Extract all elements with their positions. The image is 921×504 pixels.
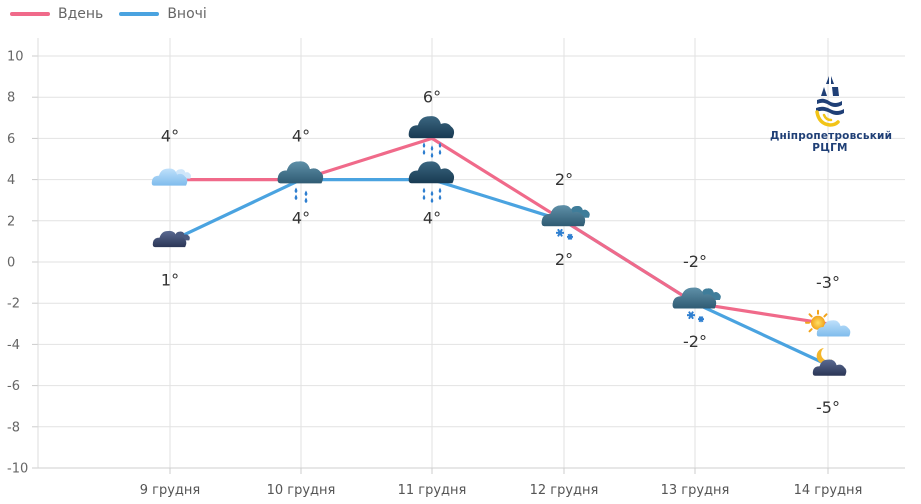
x-tick-label: 10 грудня	[267, 483, 336, 498]
day-point-label: -3°	[816, 273, 840, 292]
y-tick-label: -4	[7, 338, 20, 353]
water-drop-logo-icon	[815, 76, 844, 127]
cloud-rain-icon	[277, 161, 324, 203]
dark-cloud-rain-icon	[408, 161, 455, 203]
x-tick-label: 13 грудня	[661, 483, 730, 498]
x-tick-label: 12 грудня	[530, 483, 599, 498]
day-point-label: 4°	[292, 127, 310, 146]
x-tick-label: 9 грудня	[140, 483, 201, 498]
logo-text-line1: Дніпропетровський	[770, 130, 893, 142]
night-point-label: 1°	[161, 270, 179, 289]
y-tick-label: -6	[7, 379, 20, 394]
cloud-snow-icon	[672, 287, 721, 323]
night-point-label: 4°	[292, 209, 310, 228]
y-tick-label: 6	[7, 132, 15, 147]
night-point-label: 2°	[555, 250, 573, 269]
dark-cloud-icon	[152, 230, 190, 248]
legend-label-night: Вночі	[167, 6, 207, 22]
night-point-label: 4°	[423, 209, 441, 228]
night-point-label: -2°	[683, 332, 707, 351]
day-point-label: -2°	[683, 252, 707, 271]
light-cloud-icon	[151, 168, 192, 186]
dnipro-rcgm-logo: Дніпропетровський РЦГМ	[770, 70, 893, 154]
y-tick-label: 2	[7, 214, 15, 229]
day-point-label: 6°	[423, 87, 441, 106]
day-point-label: 2°	[555, 170, 573, 189]
legend-item-day[interactable]: Вдень	[10, 6, 103, 22]
logo-text-line2: РЦГМ	[812, 142, 848, 154]
y-tick-label: 10	[7, 50, 24, 65]
y-tick-label: -10	[7, 462, 28, 477]
legend-item-night[interactable]: Вночі	[119, 6, 207, 22]
y-tick-label: -8	[7, 420, 20, 435]
y-tick-label: 0	[7, 256, 15, 271]
night-point-label: -5°	[816, 398, 840, 417]
cloud-snow-icon	[541, 205, 590, 240]
sun-cloud-icon	[805, 309, 851, 337]
legend-swatch-day	[10, 12, 50, 16]
legend-swatch-night	[119, 12, 160, 16]
x-tick-label: 14 грудня	[794, 483, 863, 498]
dark-cloud-rain-icon	[408, 116, 455, 158]
moon-cloud-icon	[812, 348, 847, 376]
day-point-label: 4°	[161, 127, 179, 146]
y-tick-label: 8	[7, 91, 15, 106]
day-temperature-line	[168, 136, 830, 326]
legend-label-day: Вдень	[58, 6, 104, 22]
x-tick-label: 11 грудня	[398, 483, 467, 498]
y-tick-label: 4	[7, 173, 15, 188]
y-tick-label: -2	[7, 297, 20, 312]
night-temperature-line	[168, 178, 830, 367]
chart-legend: Вдень Вночі	[10, 6, 223, 22]
